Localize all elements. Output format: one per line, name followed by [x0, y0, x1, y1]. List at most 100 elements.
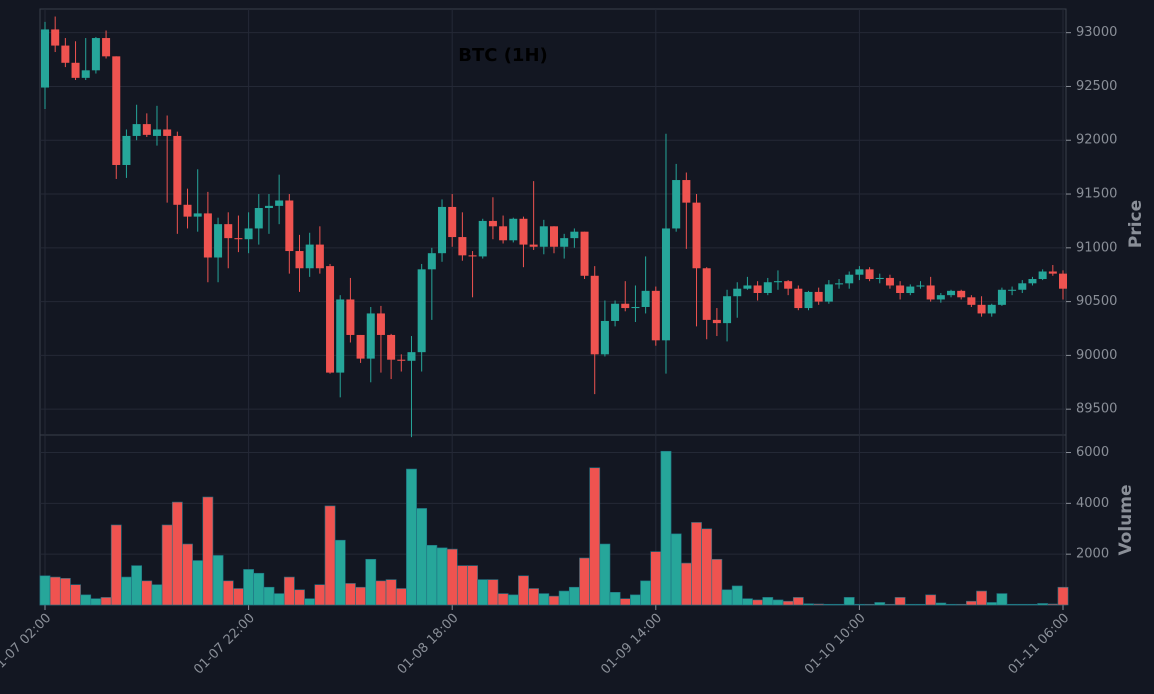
candle-body [275, 200, 284, 206]
candle-body [438, 206, 447, 254]
volume-bar [864, 603, 875, 606]
volume-bar [283, 576, 295, 606]
candle-body [661, 228, 670, 341]
candle-body [1018, 283, 1027, 290]
volume-bar [212, 555, 224, 606]
candle-body [835, 283, 844, 285]
candle-body [631, 306, 640, 309]
volume-bar [843, 597, 855, 606]
volume-bar [568, 586, 580, 606]
x-tick-label: 01-09 14:00 [598, 611, 665, 678]
candle-body [336, 299, 345, 373]
volume-bar [477, 579, 489, 606]
volume-bar [904, 603, 916, 606]
volume-bar [395, 588, 407, 606]
volume-bar [925, 594, 937, 606]
candle-body [183, 204, 192, 217]
candle-body [152, 129, 161, 136]
volume-bar [456, 565, 468, 606]
candle-body [91, 38, 100, 71]
volume-bar [630, 594, 641, 606]
volume-bar [599, 543, 611, 606]
candle-body [458, 237, 467, 256]
candle-body [570, 231, 579, 239]
candle-body [580, 231, 589, 276]
volume-bar [1027, 603, 1038, 606]
volume-bar [691, 522, 702, 606]
candle-body [875, 277, 884, 280]
volume-tick-label: 4000 [1076, 496, 1109, 511]
candle-body [163, 129, 172, 136]
x-tick-label: 01-08 18:00 [395, 611, 462, 678]
volume-bar [711, 558, 723, 606]
y-tick-label: 91000 [1076, 240, 1117, 255]
volume-bar [131, 565, 143, 606]
candle-body [519, 218, 528, 245]
y-tick-label: 90000 [1076, 348, 1117, 363]
volume-bar [507, 594, 519, 606]
volume-bar [467, 565, 478, 606]
candle-body [529, 244, 538, 247]
volume-bar [986, 602, 998, 606]
volume-bar [80, 594, 92, 606]
candle-body [285, 200, 294, 252]
candle-body [621, 303, 630, 309]
candle-body [855, 269, 864, 275]
candle-body [773, 281, 782, 283]
volume-bar [192, 560, 204, 606]
volume-bar [406, 468, 417, 606]
candle-body [1028, 279, 1037, 284]
candle-body [142, 124, 151, 135]
volume-bar [772, 599, 784, 606]
candle-body [753, 285, 762, 293]
volume-bar [884, 603, 896, 606]
volume-bar [701, 528, 713, 606]
candle-body [916, 285, 925, 287]
candle-body [560, 238, 569, 247]
volume-bar [976, 590, 987, 606]
volume-bar [854, 603, 865, 606]
candle-body [539, 226, 548, 247]
candle-body [376, 313, 385, 335]
candle-body [356, 334, 365, 359]
candle-body [315, 244, 324, 269]
y-axis-label: Price [1126, 200, 1146, 248]
candle-body [550, 226, 558, 247]
candle-body [346, 299, 355, 335]
volume-bar [39, 575, 51, 606]
volume-bar [762, 597, 774, 606]
candle-body [600, 320, 609, 355]
candle-body [977, 304, 986, 314]
candle-body [967, 297, 976, 305]
volume-bar [70, 584, 81, 606]
volume-bar [955, 603, 967, 606]
volume-bar [243, 569, 254, 606]
candle-body [397, 359, 406, 361]
candle-body [427, 253, 436, 270]
candle-body [407, 352, 416, 361]
candle-body [1048, 271, 1057, 274]
volume-bar [619, 598, 631, 606]
volume-bar [121, 576, 132, 606]
candle-body [193, 213, 202, 217]
volume-bar [375, 580, 387, 606]
volume-bar [263, 586, 275, 606]
candle-body [499, 226, 508, 241]
volume-axis-label: Volume [1116, 484, 1136, 555]
volume-bar [589, 467, 601, 606]
candle-body [936, 295, 945, 300]
candle-body [845, 274, 854, 284]
candle-body [41, 29, 49, 88]
volume-bar [182, 543, 193, 606]
y-tick-label: 89500 [1076, 402, 1117, 417]
candle-body [305, 244, 314, 269]
volume-bar [996, 593, 1008, 606]
volume-bar [49, 576, 61, 606]
volume-bar [558, 590, 570, 606]
candle-body [611, 303, 620, 321]
candle-body [896, 285, 905, 293]
candle-body [926, 285, 935, 300]
candle-body [723, 296, 732, 324]
volume-bar [579, 557, 590, 606]
volume-bar [151, 584, 163, 606]
